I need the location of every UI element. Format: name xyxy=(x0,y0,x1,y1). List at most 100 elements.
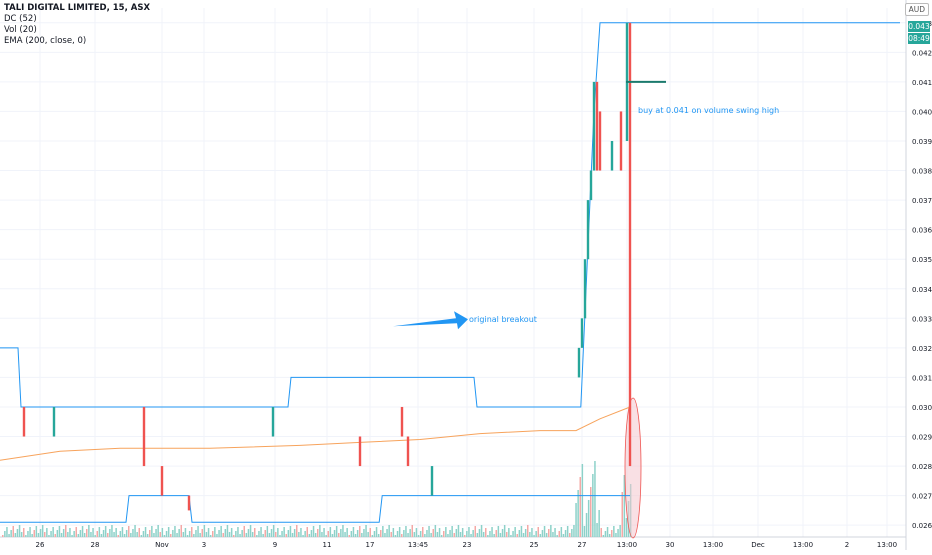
volume-bar xyxy=(464,535,466,537)
volume-bar xyxy=(216,534,218,537)
volume-bar xyxy=(161,528,164,537)
volume-bar xyxy=(359,526,361,537)
volume-bar xyxy=(533,535,535,537)
candle xyxy=(598,111,602,171)
volume-bar xyxy=(23,528,25,537)
volume-bar xyxy=(596,523,598,537)
x-tick-label: Nov xyxy=(155,541,169,549)
volume-bar xyxy=(390,532,392,537)
dc-lower-line xyxy=(0,495,630,523)
volume-bar xyxy=(188,531,191,537)
volume-bar xyxy=(18,525,21,537)
volume-bar xyxy=(520,526,523,537)
volume-bar xyxy=(602,535,605,537)
volume-bar xyxy=(20,532,23,537)
currency-button[interactable]: AUD xyxy=(904,3,929,16)
annotation-text: original breakout xyxy=(469,315,537,324)
volume-bar xyxy=(289,526,292,537)
x-tick-label: 2 xyxy=(845,541,849,549)
volume-bar xyxy=(262,534,264,537)
candle xyxy=(619,111,623,171)
volume-bar xyxy=(594,461,596,537)
volume-bar xyxy=(470,534,472,537)
volume-bar xyxy=(167,527,170,537)
volume-bar xyxy=(619,525,621,537)
volume-bar xyxy=(369,528,371,537)
x-tick-label: 3 xyxy=(202,541,206,549)
x-tick-label: 9 xyxy=(273,541,277,549)
volume-bar xyxy=(377,534,380,537)
x-tick-label: 13:45 xyxy=(408,541,428,549)
volume-bar xyxy=(524,529,527,537)
candle xyxy=(595,81,599,171)
volume-bar xyxy=(293,529,296,537)
volume-bar xyxy=(560,527,563,537)
volume-bar xyxy=(571,529,573,537)
volume-bar xyxy=(268,533,271,537)
volume-bar xyxy=(182,532,185,537)
candle xyxy=(406,436,410,467)
volume-bar xyxy=(172,530,174,537)
volume-bar xyxy=(361,533,363,537)
volume-bar xyxy=(373,531,376,537)
x-tick-label: 28 xyxy=(91,541,100,549)
legend-title[interactable]: TALI DIGITAL LIMITED, 15, ASX xyxy=(4,3,151,13)
volume-bar xyxy=(382,526,384,537)
volume-bar xyxy=(531,528,533,537)
volume-bar xyxy=(83,533,86,537)
volume-bar xyxy=(109,529,111,537)
y-tick-label: 0.038 xyxy=(912,168,932,176)
volume-bar xyxy=(304,531,306,537)
volume-bar xyxy=(550,525,552,537)
x-tick-label: 13:00 xyxy=(617,541,637,549)
volume-bar xyxy=(451,526,453,537)
volume-bar xyxy=(522,533,525,537)
candle xyxy=(271,406,275,437)
legend-vol[interactable]: Vol (20) xyxy=(4,25,37,35)
volume-bar xyxy=(491,527,493,537)
volume-bar xyxy=(539,534,542,537)
volume-bar xyxy=(243,526,245,537)
volume-bar xyxy=(548,529,550,537)
volume-bar xyxy=(535,531,537,537)
volume-bar xyxy=(474,526,476,537)
volume-bar xyxy=(67,532,69,537)
volume-bar xyxy=(119,531,122,537)
volume-bar xyxy=(50,531,52,537)
volume-bar xyxy=(447,534,449,537)
candle xyxy=(52,406,56,437)
volume-bar xyxy=(512,531,514,537)
volume-bar xyxy=(487,535,489,537)
volume-bar xyxy=(566,526,569,537)
candle xyxy=(628,22,632,467)
volume-bar xyxy=(291,533,294,537)
legend-dc[interactable]: DC (52) xyxy=(4,14,37,24)
volume-bar xyxy=(174,526,176,537)
volume-bar xyxy=(251,532,254,537)
volume-bar xyxy=(197,526,199,537)
volume-bar xyxy=(60,533,63,537)
volume-bar xyxy=(300,528,302,537)
volume-bar xyxy=(58,526,61,537)
candle xyxy=(592,81,596,171)
volume-bar xyxy=(434,525,437,537)
candle xyxy=(589,170,593,201)
volume-bar xyxy=(461,528,464,537)
volume-bar xyxy=(600,528,602,537)
x-tick-label: 26 xyxy=(36,541,45,549)
candle xyxy=(430,466,434,496)
y-tick-label: 0.026 xyxy=(912,522,932,530)
volume-bar xyxy=(209,535,212,537)
y-tick-label: 0.033 xyxy=(912,315,932,323)
volume-bar xyxy=(541,530,544,537)
volume-bar xyxy=(56,530,59,537)
volume-bar xyxy=(44,532,46,537)
volume-bar xyxy=(178,529,180,537)
volume-bar xyxy=(113,532,115,537)
y-tick-label: 0.031 xyxy=(912,374,932,382)
volume-bar xyxy=(287,530,290,537)
legend-ema[interactable]: EMA (200, close, 0) xyxy=(4,36,87,46)
volume-bar xyxy=(430,533,432,537)
